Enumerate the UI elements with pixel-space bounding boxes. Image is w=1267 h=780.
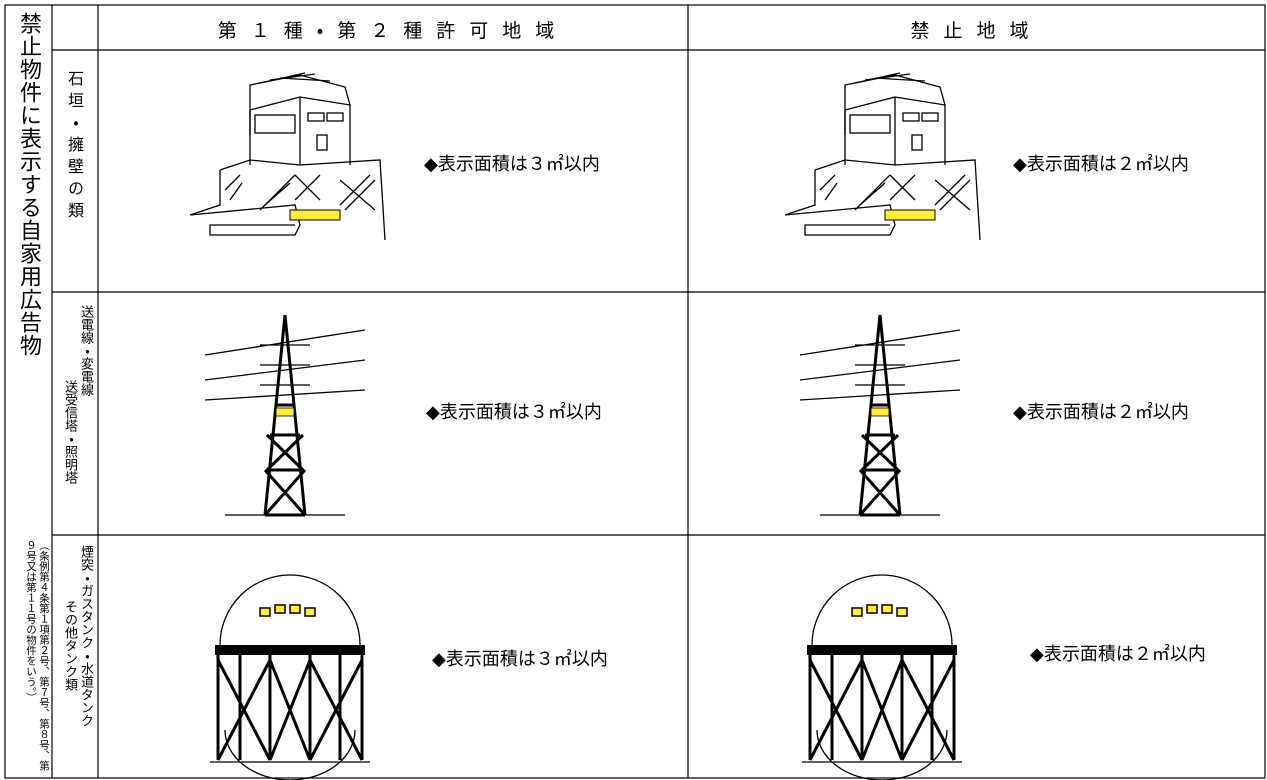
cell-text: ◆表示面積は３㎡以内 — [426, 402, 602, 423]
cell-text: ◆表示面積は２㎡以内 — [1013, 402, 1189, 423]
cell-text: ◆表示面積は２㎡以内 — [1013, 154, 1189, 175]
row-label: 石垣・擁壁の類 — [65, 70, 84, 224]
cell-text: ◆表示面積は３㎡以内 — [432, 649, 608, 670]
row-label: その他タンク類 — [62, 600, 77, 691]
cell-text: ◆表示面積は２㎡以内 — [1030, 644, 1206, 665]
row-label: 送電線・変電線 — [78, 305, 93, 396]
corner-label: 禁止物件に表示する自家用広告物 — [16, 12, 41, 357]
row-label: 送受信塔・照明塔 — [62, 380, 77, 484]
corner-note: （条例第４条第１項第２号、第７号、第８号、第９号又は第１１号の物件をいう。） — [25, 540, 50, 771]
row-label: 煙突・ガスタンク・水道タンク — [78, 545, 93, 727]
column-header: 禁止地域 — [910, 20, 1043, 42]
column-header: 第１種・第２種許可地域 — [217, 20, 569, 42]
cell-text: ◆表示面積は３㎡以内 — [424, 154, 600, 175]
